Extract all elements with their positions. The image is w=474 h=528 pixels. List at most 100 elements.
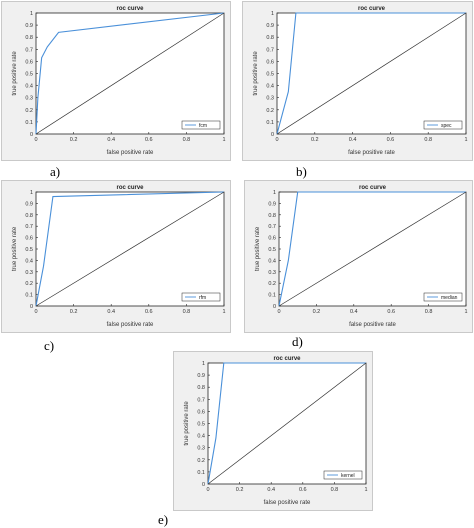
y-tick-label: 0.7 [197, 397, 205, 403]
y-tick-label: 0 [271, 132, 274, 138]
y-tick-label: 0.6 [197, 409, 205, 415]
x-axis-label: false positive rate [107, 150, 154, 156]
x-tick-label: 0 [275, 137, 278, 143]
y-tick-label: 0.1 [25, 120, 33, 126]
legend-box [323, 470, 363, 480]
x-tick-label: 1 [364, 487, 367, 493]
y-tick-label: 0.1 [25, 293, 33, 299]
y-axis-label: true positive rate [253, 51, 259, 96]
reference-line [278, 191, 467, 307]
roc-plot-c: roc curve 0 0.2 0.4 0.6 0.8 1 0 0.1 0.2 0.3 0.4 0.5 0… [12, 185, 226, 328]
roc-chart-e: roc curve 0 0.2 0.4 0.6 0.8 1 0 0.1 0.2 0.3 0.4 0.5 0… [173, 351, 373, 511]
y-tick-label: 1 [30, 11, 33, 17]
y-axis-label: true positive rate [184, 401, 190, 446]
x-tick-label: 0.4 [107, 137, 115, 143]
x-tick-label: 0.2 [236, 487, 244, 493]
x-axis-label: false positive rate [348, 150, 395, 156]
y-tick-label: 0.8 [25, 35, 33, 41]
y-tick-label: 0.6 [266, 59, 274, 65]
y-tick-label: 0.5 [25, 247, 33, 253]
y-tick-label: 0.3 [197, 446, 205, 452]
x-tick-label: 0.4 [350, 309, 358, 315]
y-tick-label: 0.9 [25, 23, 33, 29]
roc-plot-d: roc curve 0 0.2 0.4 0.6 0.8 1 0 0.1 0.2 0.3 0.4 0.5 0… [255, 185, 468, 328]
x-tick-label: 1 [222, 137, 225, 143]
y-tick-label: 0.2 [25, 281, 33, 287]
caption-b: b) [296, 164, 307, 179]
caption-d: d) [292, 334, 303, 349]
chart-title: roc curve [358, 6, 386, 12]
legend-label: kernel [341, 473, 355, 479]
y-tick-label: 0 [273, 304, 276, 310]
y-tick-label: 0.7 [268, 224, 276, 230]
y-tick-label: 0.6 [25, 59, 33, 65]
y-tick-label: 0.5 [266, 72, 274, 78]
reference-line [35, 12, 225, 135]
roc-plot-b: roc curve 0 0.2 0.4 0.6 0.8 1 0 0.1 0.2 0.3 0.4 0.5 0… [253, 6, 468, 156]
x-tick-label: 0.8 [425, 309, 433, 315]
y-tick-label: 0.4 [25, 84, 33, 90]
roc-chart-a: roc curve 0 0.2 0.4 0.6 0.8 1 0 0.1 0.2 0.3 0.4 0.5 0… [1, 1, 231, 161]
y-tick-label: 0.4 [197, 434, 205, 440]
y-tick-label: 0.3 [25, 270, 33, 276]
chart-title: roc curve [116, 6, 144, 12]
x-tick-label: 0.6 [387, 309, 395, 315]
roc-chart-d: roc curve 0 0.2 0.4 0.6 0.8 1 0 0.1 0.2 0.3 0.4 0.5 0… [244, 180, 473, 333]
y-tick-label: 0.3 [266, 96, 274, 102]
legend-box [423, 120, 463, 130]
legend-label: rfm [199, 295, 206, 301]
reference-line [207, 362, 367, 485]
roc-plot-e: roc curve 0 0.2 0.4 0.6 0.8 1 0 0.1 0.2 0.3 0.4 0.5 0… [184, 356, 368, 506]
x-tick-label: 0 [34, 137, 37, 143]
y-tick-label: 0.9 [268, 201, 276, 207]
y-tick-label: 0.2 [25, 108, 33, 114]
x-tick-label: 0.6 [145, 309, 153, 315]
y-tick-label: 0.1 [266, 120, 274, 126]
y-tick-label: 0.2 [268, 281, 276, 287]
series-line-kernel [207, 362, 366, 485]
y-axis-label: true positive rate [255, 226, 261, 271]
y-axis-label: true positive rate [12, 226, 18, 271]
chart-title: roc curve [359, 185, 387, 191]
legend-box [181, 292, 221, 302]
series-line-spec [276, 12, 466, 135]
legend-label: spec [441, 123, 452, 129]
x-tick-label: 0.8 [183, 309, 191, 315]
x-tick-label: 0 [206, 487, 209, 493]
series-line-rfm [35, 191, 225, 307]
x-axis-label: false positive rate [107, 322, 154, 328]
x-tick-label: 0 [277, 309, 280, 315]
x-tick-label: 0.4 [349, 137, 357, 143]
x-tick-label: 0.6 [299, 487, 307, 493]
x-tick-label: 0.6 [387, 137, 395, 143]
y-tick-label: 0.7 [25, 47, 33, 53]
y-tick-label: 0.6 [268, 236, 276, 242]
y-tick-label: 0.5 [268, 247, 276, 253]
caption-c: c) [44, 338, 55, 353]
legend-label: median [441, 295, 458, 301]
x-tick-label: 1 [464, 309, 467, 315]
roc-chart-b: roc curve 0 0.2 0.4 0.6 0.8 1 0 0.1 0.2 0.3 0.4 0.5 0… [242, 1, 473, 161]
legend-box [423, 292, 463, 302]
y-tick-label: 0.5 [25, 72, 33, 78]
x-tick-label: 0.2 [70, 309, 78, 315]
reference-line [35, 191, 225, 307]
x-tick-label: 0.2 [311, 137, 319, 143]
y-tick-label: 0.9 [197, 373, 205, 379]
y-tick-label: 0.6 [25, 236, 33, 242]
y-tick-label: 0.7 [25, 224, 33, 230]
y-tick-label: 0.3 [268, 270, 276, 276]
chart-title: roc curve [116, 185, 144, 191]
y-tick-label: 0.4 [25, 258, 33, 264]
roc-chart-c: roc curve 0 0.2 0.4 0.6 0.8 1 0 0.1 0.2 0.3 0.4 0.5 0… [1, 180, 231, 333]
chart-title: roc curve [273, 356, 301, 362]
x-tick-label: 1 [464, 137, 467, 143]
y-tick-label: 0.3 [25, 96, 33, 102]
y-tick-label: 1 [271, 11, 274, 17]
legend-box [181, 120, 221, 130]
y-tick-label: 0.4 [266, 84, 274, 90]
legend-label: fcm [199, 123, 207, 129]
y-tick-label: 0.7 [266, 47, 274, 53]
y-tick-label: 0 [30, 304, 33, 310]
y-tick-label: 1 [30, 190, 33, 196]
